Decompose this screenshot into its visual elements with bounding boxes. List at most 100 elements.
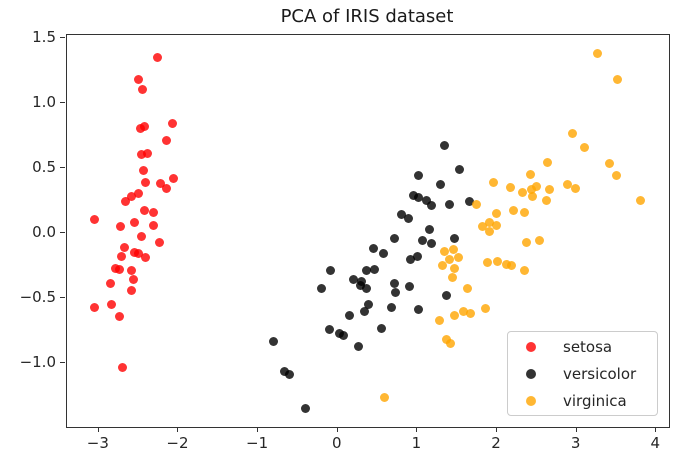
data-point-virginica xyxy=(485,227,495,237)
data-point-versicolor xyxy=(326,266,336,276)
data-point-virginica xyxy=(532,181,542,191)
data-point-virginica xyxy=(612,74,622,84)
data-point-virginica xyxy=(447,272,457,282)
data-point-versicolor xyxy=(345,310,355,320)
x-tick-mark xyxy=(177,427,179,432)
data-point-setosa xyxy=(142,149,152,158)
data-point-setosa xyxy=(139,206,149,216)
y-tick-label: 0.0 xyxy=(32,222,56,241)
x-tick-label: 2 xyxy=(491,434,501,452)
data-point-setosa xyxy=(115,311,125,321)
legend-item-virginica: virginica xyxy=(508,387,657,414)
plot-area xyxy=(66,34,670,428)
data-point-setosa xyxy=(89,215,99,225)
data-point-setosa xyxy=(134,189,144,199)
data-point-setosa xyxy=(119,242,129,252)
data-point-setosa xyxy=(130,218,140,228)
data-point-versicolor xyxy=(325,324,335,334)
data-point-virginica xyxy=(545,185,555,195)
data-point-setosa xyxy=(156,178,166,188)
data-point-virginica xyxy=(380,392,390,402)
data-point-setosa xyxy=(106,279,116,289)
data-point-virginica xyxy=(480,303,490,313)
x-tick-mark xyxy=(97,427,99,432)
data-point-virginica xyxy=(525,169,535,179)
y-tick-mark xyxy=(60,166,65,168)
data-point-virginica xyxy=(570,184,580,194)
data-point-versicolor xyxy=(412,251,422,261)
data-point-setosa xyxy=(89,302,99,312)
data-point-versicolor xyxy=(424,224,434,234)
data-point-versicolor xyxy=(449,233,459,243)
data-point-virginica xyxy=(506,182,516,192)
data-point-versicolor xyxy=(390,288,400,298)
x-tick-mark xyxy=(575,427,577,432)
legend-label: virginica xyxy=(563,391,627,410)
data-point-versicolor xyxy=(396,210,406,220)
legend-item-setosa: setosa xyxy=(508,333,657,360)
legend: setosa versicolor virginica xyxy=(507,331,658,416)
x-tick-mark xyxy=(655,427,657,432)
data-point-versicolor xyxy=(413,193,423,203)
x-tick-label: −1 xyxy=(246,434,269,452)
data-point-virginica xyxy=(454,253,464,263)
data-point-virginica xyxy=(449,310,459,320)
data-point-virginica xyxy=(439,246,449,256)
data-point-setosa xyxy=(136,150,146,160)
data-point-versicolor xyxy=(455,164,465,174)
data-point-virginica xyxy=(463,284,473,294)
y-tick-label: −1.0 xyxy=(19,353,56,372)
data-point-setosa xyxy=(149,207,159,217)
x-tick-label: −2 xyxy=(166,434,189,452)
data-point-setosa xyxy=(139,121,149,131)
data-point-virginica xyxy=(592,48,602,58)
data-point-setosa xyxy=(127,191,136,201)
x-tick-label: 1 xyxy=(411,434,422,452)
data-point-versicolor xyxy=(355,280,365,290)
data-point-versicolor xyxy=(427,201,437,211)
y-tick-mark xyxy=(60,297,65,299)
data-point-virginica xyxy=(450,263,460,273)
data-point-virginica xyxy=(521,237,531,247)
data-point-virginica xyxy=(437,261,447,270)
y-tick-mark xyxy=(60,36,65,38)
data-point-setosa xyxy=(118,362,128,372)
data-point-versicolor xyxy=(349,275,359,285)
legend-marker-icon xyxy=(526,368,536,379)
data-point-setosa xyxy=(127,266,136,276)
data-point-setosa xyxy=(141,177,151,187)
data-point-versicolor xyxy=(439,141,449,151)
legend-label: versicolor xyxy=(563,364,637,383)
data-point-virginica xyxy=(435,315,445,325)
data-point-setosa xyxy=(162,184,172,194)
data-point-setosa xyxy=(168,119,178,129)
data-point-versicolor xyxy=(359,306,369,316)
data-point-virginica xyxy=(519,266,529,276)
data-point-virginica xyxy=(485,218,495,228)
data-point-setosa xyxy=(136,232,146,242)
data-point-virginica xyxy=(444,254,454,264)
data-point-setosa xyxy=(154,237,164,247)
data-point-virginica xyxy=(491,220,501,230)
y-tick-label: 1.5 xyxy=(32,27,56,46)
data-point-setosa xyxy=(169,173,179,183)
data-point-setosa xyxy=(140,253,150,263)
legend-item-versicolor: versicolor xyxy=(508,360,657,387)
data-point-versicolor xyxy=(464,197,474,207)
data-point-versicolor xyxy=(353,341,363,351)
data-point-virginica xyxy=(509,206,519,216)
x-tick-mark xyxy=(496,427,497,432)
chart-title: PCA of IRIS dataset xyxy=(280,6,454,27)
legend-label: setosa xyxy=(563,337,613,356)
y-tick-mark xyxy=(60,231,65,233)
data-point-versicolor xyxy=(338,331,348,341)
data-point-setosa xyxy=(148,220,158,230)
data-point-virginica xyxy=(466,309,476,319)
data-point-setosa xyxy=(138,85,148,95)
data-point-versicolor xyxy=(444,199,454,209)
x-tick-label: −3 xyxy=(86,434,109,452)
data-point-virginica xyxy=(604,159,614,169)
data-point-versicolor xyxy=(442,290,452,300)
data-point-versicolor xyxy=(268,336,278,346)
